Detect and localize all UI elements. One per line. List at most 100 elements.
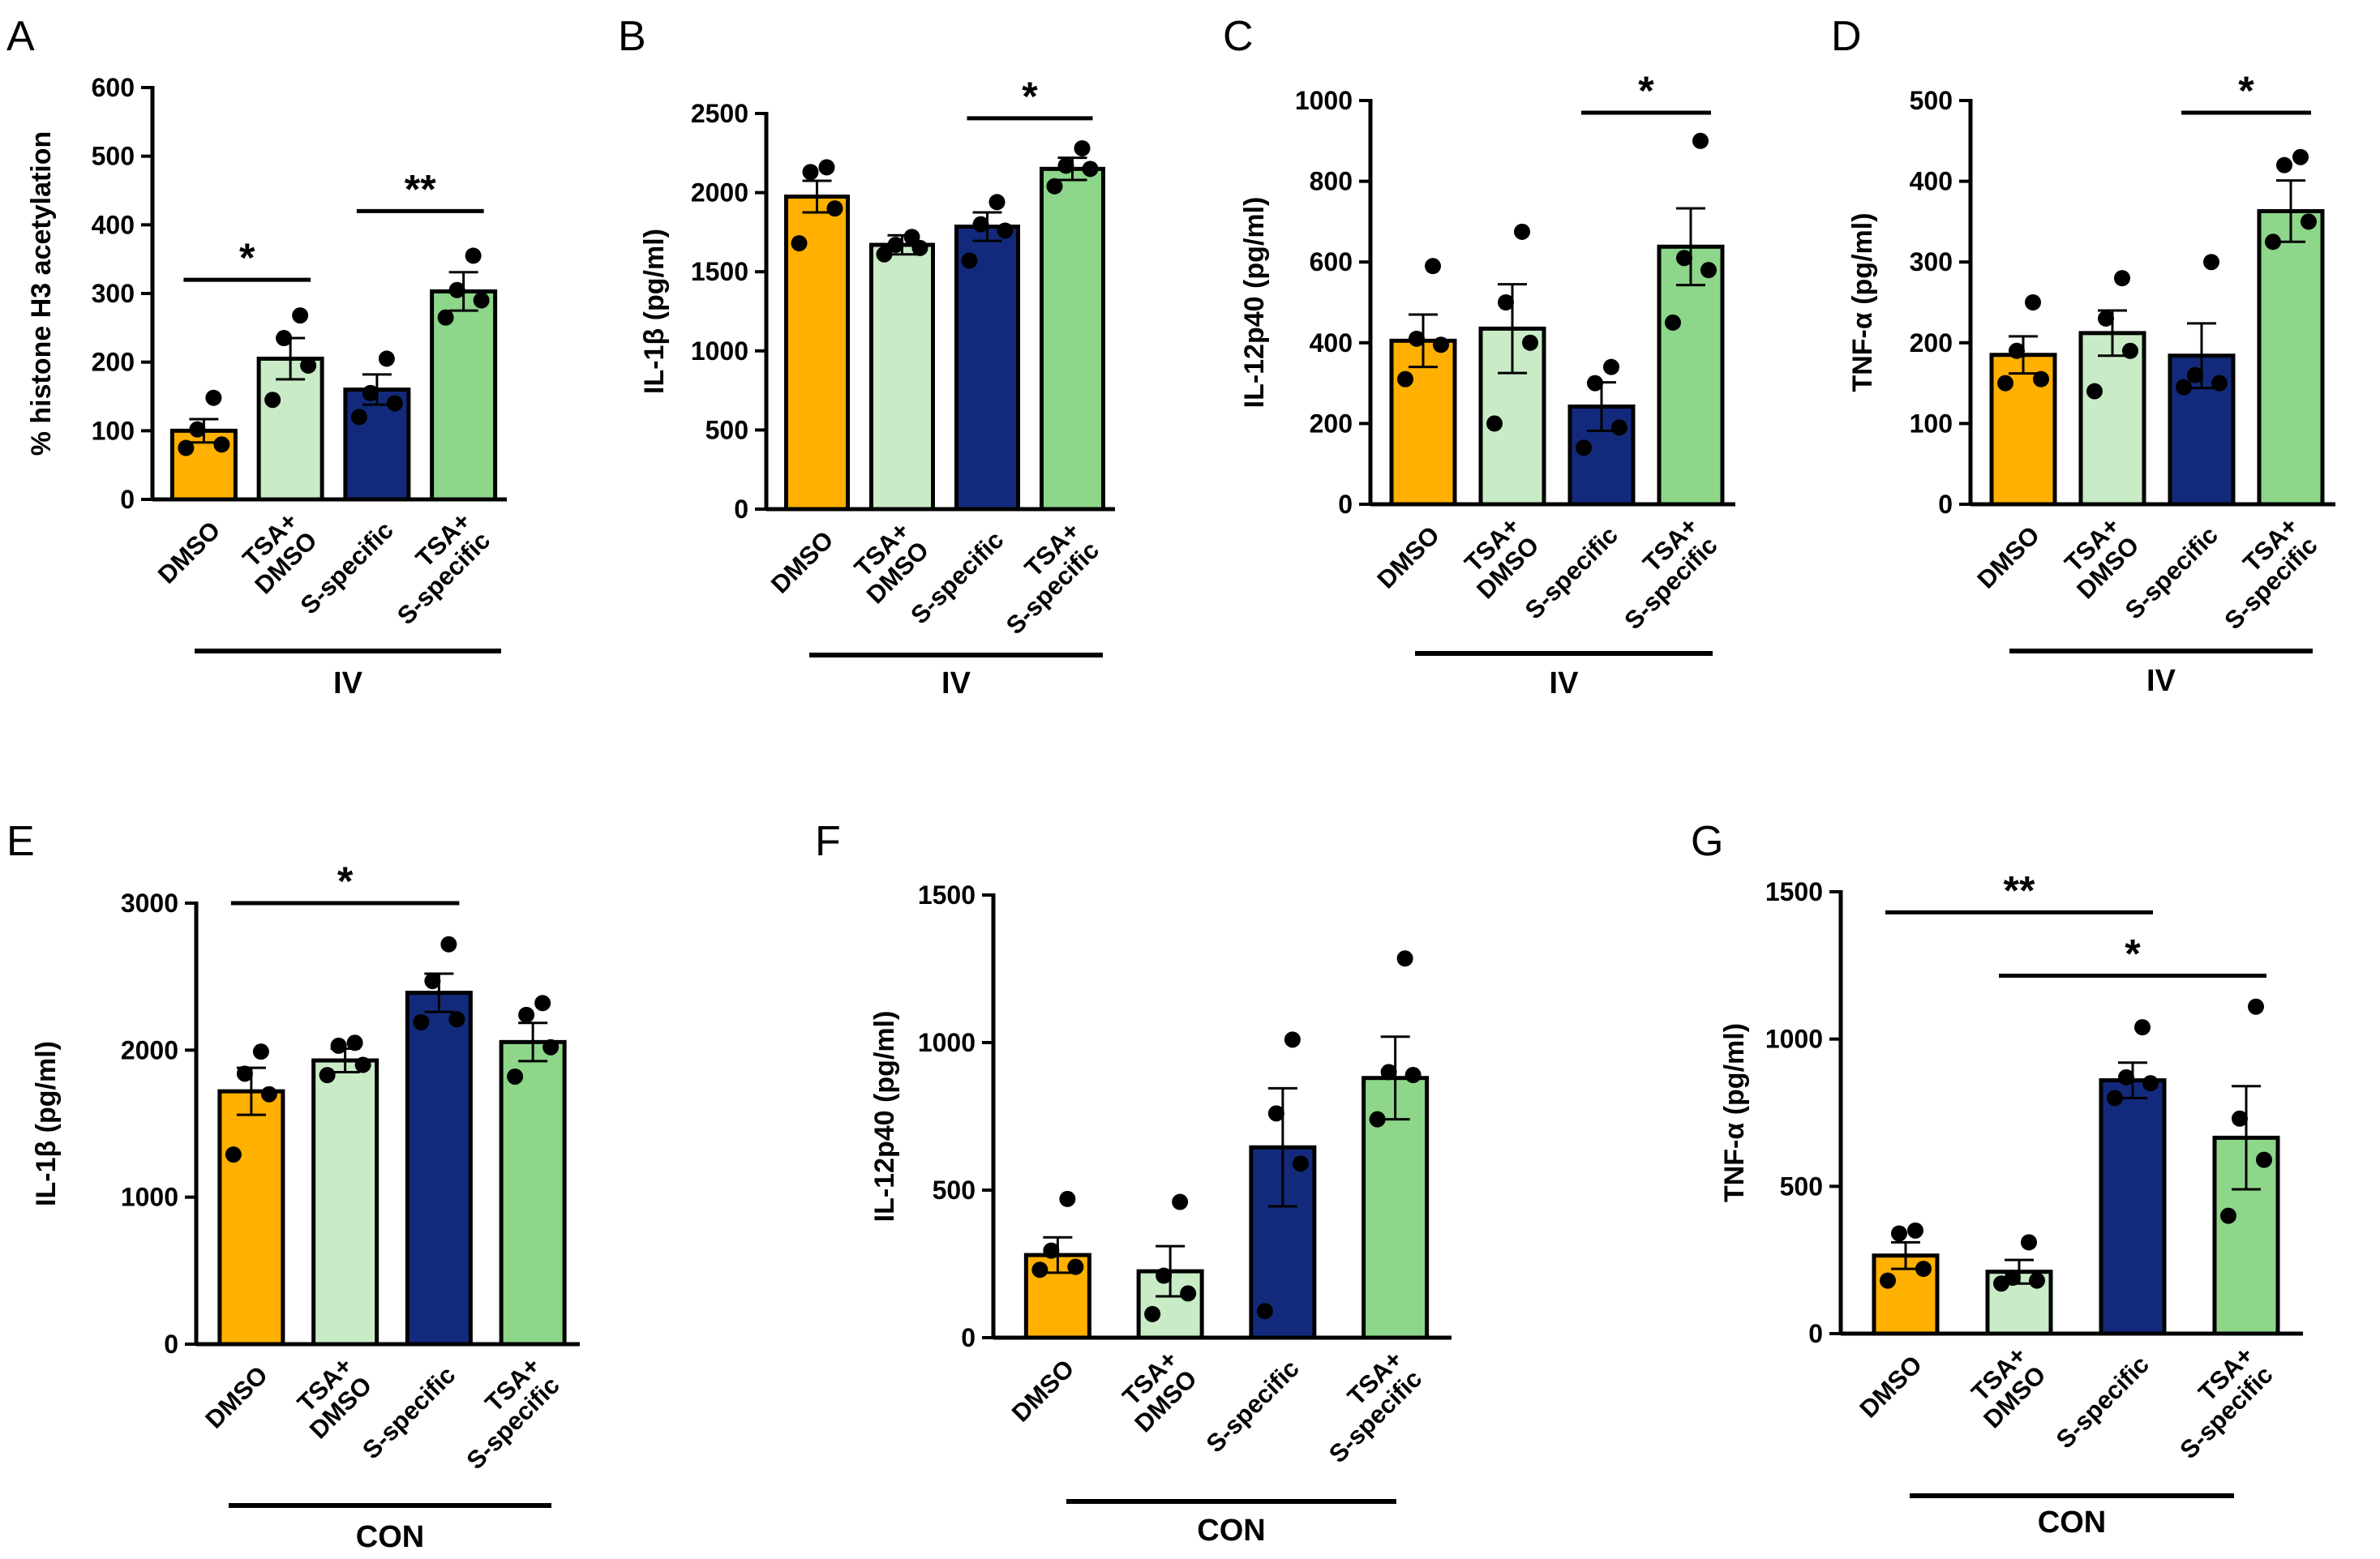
data-point — [534, 995, 551, 1012]
panel-f: F IL-12p40 (pg/ml) 0 500 1000 1500 DMSO TSA+DMS… — [815, 818, 1452, 1548]
data-point — [1267, 1105, 1284, 1122]
category-label: TSA+S-specific — [981, 516, 1104, 640]
data-point — [887, 237, 904, 254]
data-point — [1256, 1303, 1273, 1320]
data-point — [252, 1043, 269, 1060]
bar — [499, 1039, 567, 1347]
data-point — [465, 247, 482, 264]
y-tick-label: 400 — [1310, 328, 1353, 358]
y-axis-label: IL-12p40 (pg/ml) — [1239, 197, 1270, 409]
data-point — [826, 200, 843, 217]
category-label: TSA+DMSO — [2052, 512, 2145, 605]
data-point — [1156, 1267, 1173, 1284]
data-point — [1284, 1031, 1301, 1048]
data-point — [2292, 148, 2309, 165]
data-point — [264, 392, 281, 409]
category-label: TSA+S-specific — [1304, 1345, 1427, 1468]
data-point — [437, 309, 454, 326]
y-tick-label: 200 — [1310, 409, 1353, 438]
data-point — [791, 235, 808, 252]
data-point — [1433, 336, 1449, 353]
bar — [311, 1058, 380, 1347]
data-point — [2114, 270, 2130, 287]
data-point — [1059, 1190, 1076, 1207]
data-point — [903, 229, 920, 246]
category-label: S-specific — [905, 525, 1009, 629]
significance-marker: * — [1638, 68, 1654, 113]
data-point — [2248, 998, 2264, 1015]
data-point — [225, 1146, 242, 1163]
category-label-line: S-specific — [295, 516, 399, 619]
data-point — [448, 281, 465, 298]
data-point — [473, 292, 490, 309]
data-point — [2021, 1234, 2037, 1251]
y-tick-label: 0 — [734, 495, 748, 524]
data-point — [413, 1013, 430, 1030]
significance-marker: ** — [2004, 867, 2035, 913]
data-point — [1700, 262, 1717, 279]
data-point — [386, 395, 403, 412]
y-tick-label: 0 — [1338, 490, 1353, 519]
data-point — [1915, 1261, 1932, 1278]
group-label: IV — [941, 666, 971, 700]
data-point — [2211, 375, 2228, 392]
data-point — [542, 1039, 560, 1056]
category-label-line: S-specific — [905, 525, 1009, 629]
group-label: IV — [2146, 664, 2176, 698]
y-tick-label: 100 — [92, 416, 135, 445]
category-label: TSA+S-specific — [372, 507, 495, 630]
data-point — [1997, 375, 2013, 392]
significance-marker: * — [2125, 932, 2141, 977]
data-point — [448, 1011, 465, 1028]
data-point — [1074, 139, 1091, 156]
y-tick-label: 100 — [1910, 409, 1953, 438]
panel-e: E IL-1β (pg/ml) 0 1000 2000 3000 DMSO TSA+DMSOS… — [6, 818, 580, 1554]
category-label: DMSO — [1006, 1354, 1080, 1428]
significance-marker: * — [239, 235, 255, 281]
y-tick-label: 0 — [961, 1323, 976, 1352]
category-label-line: DMSO — [1006, 1354, 1080, 1428]
category-label-line: DMSO — [1854, 1350, 1928, 1424]
data-point — [1043, 1242, 1060, 1259]
data-point — [2107, 1090, 2123, 1107]
panel-letter: D — [1831, 13, 1862, 60]
y-tick-label: 800 — [1310, 167, 1353, 196]
y-tick-label: 1500 — [918, 880, 976, 910]
data-point — [300, 357, 317, 374]
panel-letter: B — [618, 13, 646, 60]
data-point — [2025, 294, 2041, 311]
data-point — [2098, 310, 2114, 327]
data-point — [319, 1067, 336, 1084]
group-label: CON — [356, 1520, 424, 1554]
y-tick-label: 500 — [92, 142, 135, 171]
y-tick-label: 1000 — [918, 1028, 976, 1057]
bar — [405, 991, 473, 1347]
y-tick-label: 1000 — [691, 336, 748, 366]
y-axis-label: IL-1β (pg/ml) — [639, 229, 670, 394]
data-point — [1404, 1067, 1422, 1084]
category-label: TSA+S-specific — [1599, 512, 1722, 635]
data-point — [424, 973, 441, 990]
y-tick-label: 300 — [92, 279, 135, 308]
y-tick-label: 300 — [1910, 247, 1953, 276]
category-label-line: S-specific — [2051, 1350, 2155, 1454]
data-point — [1486, 415, 1503, 432]
significance-marker: * — [337, 859, 354, 904]
data-point — [2232, 1110, 2248, 1127]
data-point — [2276, 156, 2292, 173]
data-point — [1907, 1222, 1923, 1239]
category-label: TSA+DMSO — [1958, 1341, 2052, 1434]
data-point — [440, 936, 457, 953]
data-point — [1891, 1225, 1907, 1242]
category-label: DMSO — [1371, 520, 1445, 594]
y-tick-label: 400 — [1910, 167, 1953, 196]
data-point — [802, 164, 819, 181]
bar — [1657, 244, 1725, 507]
category-label: TSA+DMSO — [1109, 1345, 1203, 1438]
category-label: DMSO — [1854, 1350, 1928, 1424]
data-point — [2086, 383, 2103, 400]
data-point — [2029, 1272, 2045, 1289]
data-point — [2118, 1069, 2134, 1086]
data-point — [189, 421, 206, 438]
panel-letter: E — [6, 818, 35, 865]
